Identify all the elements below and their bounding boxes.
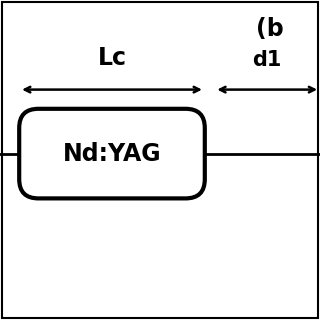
Text: d1: d1 <box>252 50 282 70</box>
Text: Lc: Lc <box>98 46 126 70</box>
FancyBboxPatch shape <box>19 109 205 198</box>
Text: Nd:YAG: Nd:YAG <box>63 141 161 166</box>
Text: (b: (b <box>256 17 284 41</box>
